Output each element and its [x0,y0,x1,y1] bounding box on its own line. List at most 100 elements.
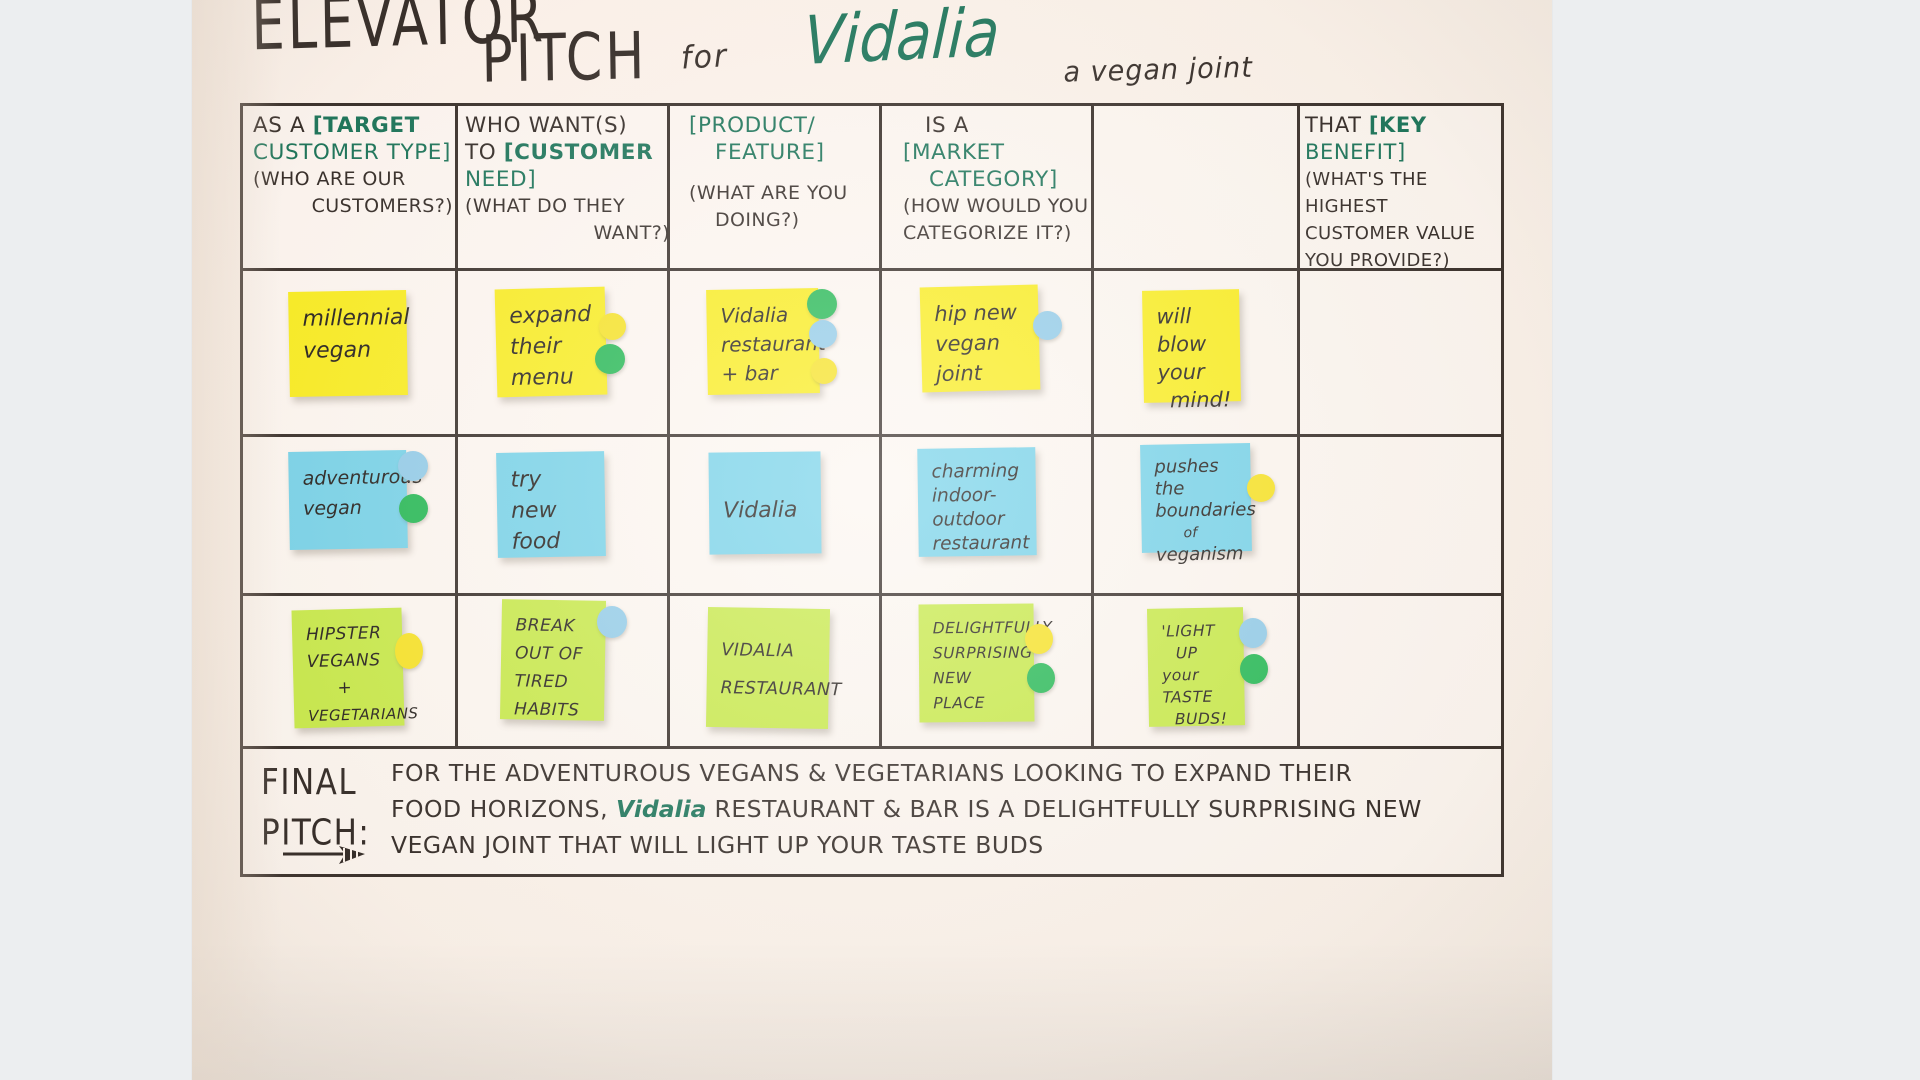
column-header-customer-need: WHO WANT(S) TO [CUSTOMER NEED] (WHAT DO … [465,112,670,247]
header-lead: IS A [925,113,969,138]
sticky-note[interactable]: will blow your mind! [1142,289,1241,412]
title-tagline: a vegan joint [1063,51,1254,89]
final-pitch-line2-a: FOOD HORIZONS, [391,795,617,823]
sticky-note[interactable]: Vidalia restaurant + bar [706,288,826,395]
note-line: your [1161,665,1200,685]
magnet-dot-green[interactable] [399,494,428,523]
final-pitch-label-line1: FINAL [261,761,358,803]
note-line: restaurant [932,532,1030,555]
sticky-note[interactable]: millennial vegan [288,289,410,398]
magnet-dot-blue[interactable] [809,320,837,348]
grid-divider-v2 [667,106,670,746]
magnet-dot-blue[interactable] [1033,311,1062,340]
magnet-dot-yellow[interactable] [1025,624,1053,654]
title-brand-vidalia: Vidalia [802,0,1002,81]
sticky-note[interactable]: Vidalia [708,451,822,555]
final-pitch-row: FINAL PITCH: FOR THE ADVENTUROUS VEGANS … [240,749,1504,877]
header-prompt-2: CATEGORIZE IT?) [903,222,1072,244]
note-line: + [337,677,353,699]
sticky-note[interactable]: pushes the boundaries of veganism [1140,443,1256,566]
note-line: VEGANS [306,650,381,673]
note-line: your [1157,359,1205,385]
note-line: outdoor [932,508,1005,531]
sticky-note[interactable]: BREAK OUT OF TIRED HABITS [499,599,607,721]
header-prompt-2: DOING?) [715,209,800,231]
note-line: veganism [1155,543,1244,566]
sticky-note[interactable]: expand their menu [494,286,608,398]
note-line: pushes [1154,455,1219,478]
magnet-dot-yellow[interactable] [811,358,837,384]
note-line: Vidalia [720,302,789,328]
note-line: VEGETARIANS [308,704,419,726]
note-line: HABITS [513,699,580,721]
note-line: the [1154,478,1185,500]
note-line: boundaries [1155,498,1256,522]
header-prompt-2: CUSTOMERS?) [311,195,453,217]
header-bracket: [PRODUCT/ [689,113,816,138]
note-line: + bar [721,360,779,386]
note-line: food [511,528,561,555]
final-pitch-line2-b: RESTAURANT & BAR IS A DELIGHTFULLY SURPR… [706,795,1422,823]
header-prompt-1: (HOW WOULD YOU [903,195,1089,217]
sticky-note[interactable]: VIDALIA RESTAURANT [705,606,842,730]
header-prompt-1: (WHAT'S THE HIGHEST [1305,169,1428,217]
magnet-dot-yellow[interactable] [599,313,626,340]
sticky-note[interactable]: adventurous vegan [288,449,422,551]
final-pitch-text: FOR THE ADVENTUROUS VEGANS & VEGETARIANS… [391,755,1491,863]
note-line: SURPRISING [932,643,1033,663]
header-bracket: [KEY [1368,113,1427,137]
magnet-dot-blue[interactable] [398,451,428,481]
sticky-note[interactable]: charming indoor- outdoor restaurant [917,447,1037,557]
column-header-target-customer-type: AS A [TARGET CUSTOMER TYPE] (WHO ARE OUR… [253,112,453,220]
note-line: vegan [302,496,363,520]
sticky-note[interactable]: HIPSTER VEGANS + VEGETARIANS [291,607,419,729]
header-prompt-1: (WHO ARE OUR [253,168,406,190]
magnet-dot-blue[interactable] [597,606,627,638]
column-header-product-feature: [PRODUCT/ FEATURE] (WHAT ARE YOU DOING?) [689,112,879,234]
grid-divider-h1 [243,268,1501,271]
magnet-dot-yellow[interactable] [1247,474,1275,502]
magnet-dot-blue[interactable] [1239,618,1267,648]
note-line: 'LIGHT [1161,621,1216,641]
magnet-dot-green[interactable] [1027,663,1055,693]
header-bracket2: CUSTOMER TYPE] [253,140,451,165]
note-line: Vidalia [722,497,798,524]
note-line: UP [1175,643,1198,663]
final-pitch-brand: Vidalia [616,795,707,823]
header-bracket: [CUSTOMER [503,140,654,165]
magnet-dot-yellow[interactable] [395,633,423,669]
grid-divider-v4 [1091,106,1094,746]
note-line: vegan [934,330,1001,357]
arrow-icon [283,846,365,864]
grid-divider-h3 [243,593,1501,596]
pitch-grid: AS A [TARGET CUSTOMER TYPE] (WHO ARE OUR… [240,103,1504,749]
final-pitch-line-3: VEGAN JOINT THAT WILL LIGHT UP YOUR TAST… [391,831,1044,859]
sticky-note[interactable]: hip new vegan joint [919,284,1041,393]
header-bracket: [TARGET [312,113,420,138]
note-line: restaurant [720,330,826,357]
grid-divider-v3 [879,106,882,746]
note-line: VIDALIA [721,640,795,662]
note-line: BREAK [515,615,576,637]
sticky-note[interactable]: DELIGHTFULLY SURPRISING NEW PLACE [918,603,1052,723]
magnet-dot-green[interactable] [595,344,625,374]
header-lead2: TO [465,140,504,165]
magnet-dot-green[interactable] [1240,654,1268,684]
header-prompt-3: YOU PROVIDE?) [1305,250,1450,271]
note-line: try [510,467,542,493]
note-line: expand [508,301,592,330]
final-pitch-label: FINAL PITCH: [261,757,370,858]
sticky-note[interactable]: try new food [496,451,606,558]
grid-divider-h2 [243,434,1501,437]
title-word-pitch: PITCH [480,19,648,98]
note-line: OUT OF [514,643,584,665]
whiteboard-photo: ELEVATOR PITCH for Vidalia a vegan joint… [192,0,1552,1080]
title-connector-for: for [680,37,730,77]
final-pitch-line-1: FOR THE ADVENTUROUS VEGANS & VEGETARIANS… [391,759,1353,787]
sticky-note[interactable]: 'LIGHT UP your TASTE BUDS! [1146,607,1246,728]
header-bracket2: CATEGORY] [929,167,1058,192]
note-line: their [509,333,562,361]
note-line: HIPSTER [305,623,382,646]
magnet-dot-green[interactable] [807,289,837,319]
